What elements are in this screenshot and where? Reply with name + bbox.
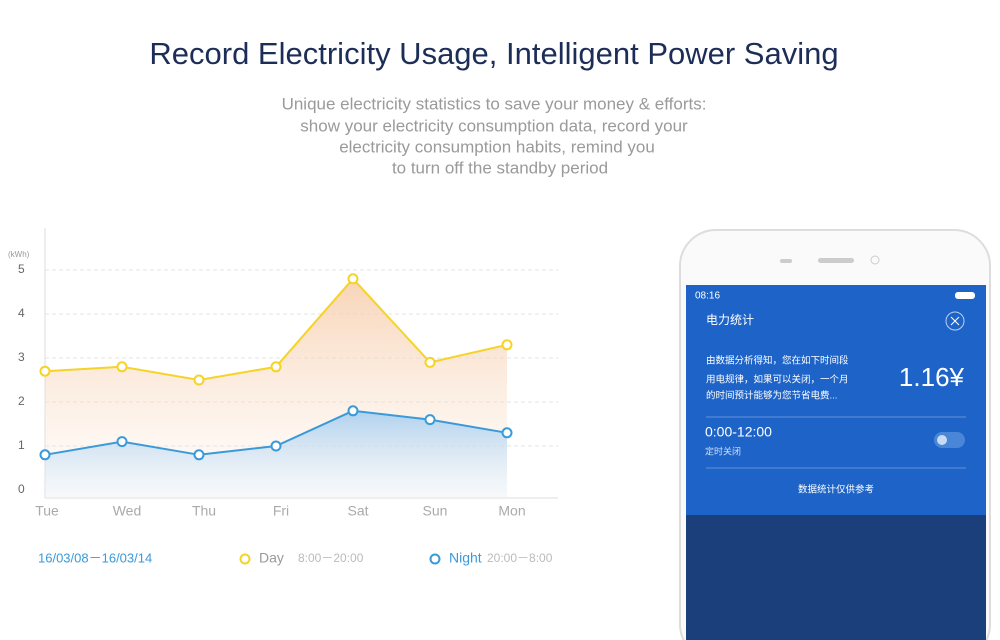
point [39,365,51,377]
subtitle-line: to turn off the standby period [392,158,608,177]
legend-range: 8:00－20:00 [298,551,364,565]
subtitle: Unique electricity statistics to save yo… [282,94,707,177]
x-tick-label: Wed [113,503,142,519]
chart: (kWh) 0 1 2 3 4 5 Tue Wed Thu Fri Sat Sun Mon 16/03/08… [8,228,558,566]
subtitle-line: electricity consumption habits, remind y… [339,137,655,156]
footer-note: 数据统计仅供参考 [798,484,874,496]
y-tick-label: 2 [18,394,25,408]
screen-bottom [686,515,986,640]
sensor [780,259,792,263]
legend-marker [429,553,441,565]
message: 由数据分析得知，您在如下时间段 用电规律，如果可以关闭，一个月 的时间预计能够为… [706,355,849,402]
title: Record Electricity Usage, Intelligent Po… [149,36,838,71]
period: 0:00-12:00 [705,424,772,440]
point [193,449,205,461]
point [270,440,282,452]
point [193,374,205,386]
message-line: 的时间预计能够为您节省电费... [706,390,837,402]
legend-marker [239,553,251,565]
camera [870,255,880,265]
y-tick-label: 0 [18,482,25,496]
point [116,361,128,373]
y-tick-label: 3 [18,350,25,364]
status-time: 08:16 [695,291,720,302]
point [270,361,282,373]
legend-range: 20:00－8:00 [487,551,553,565]
point [347,273,359,285]
point [424,414,436,426]
point [116,436,128,448]
phone: 08:16 电力统计 由数据分析得知，您在如下时间段 用电规律，如果可以关闭，一… [679,229,991,640]
x-tick-label: Sun [423,503,448,519]
x-tick-label: Fri [273,503,289,519]
y-tick-label: 5 [18,262,25,276]
point [347,405,359,417]
x-tick-label: Tue [35,503,59,519]
point [501,427,513,439]
speaker [818,258,854,263]
screen-top [686,285,986,517]
y-axis-label: (kWh) [8,250,30,259]
date-range: 16/03/08－16/03/14 [38,550,152,565]
amount: 1.16¥ [899,362,965,392]
legend-label: Night [449,550,482,566]
point [501,339,513,351]
subtitle-line: show your electricity consumption data, … [300,116,688,135]
toggle-knob [937,435,947,445]
point [39,449,51,461]
y-tick-label: 4 [18,306,25,320]
area [45,410,507,498]
x-tick-label: Sat [347,503,368,519]
x-tick-label: Mon [498,503,525,519]
legend-label: Day [259,550,284,566]
message-line: 用电规律，如果可以关闭，一个月 [706,374,849,386]
subtitle-line: Unique electricity statistics to save yo… [282,94,707,113]
period-note: 定时关闭 [705,445,741,456]
battery [955,292,975,299]
close-icon [950,316,960,326]
point [424,356,436,368]
x-tick-label: Thu [192,503,216,519]
y-tick-label: 1 [18,438,25,452]
close-button[interactable] [945,311,965,331]
message-line: 由数据分析得知，您在如下时间段 [706,355,849,367]
heading: 电力统计 [706,313,754,327]
